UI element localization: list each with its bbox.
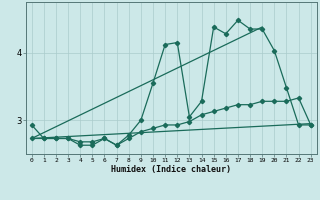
X-axis label: Humidex (Indice chaleur): Humidex (Indice chaleur) [111,165,231,174]
